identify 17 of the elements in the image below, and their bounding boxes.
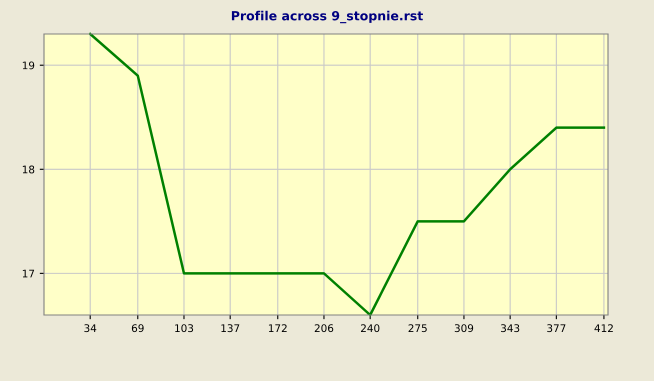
x-tick-label: 412 [594,324,613,332]
x-tick-label: 172 [268,324,287,332]
x-tick-label: 69 [132,324,144,332]
x-tick-label: 206 [314,324,334,332]
x-tick-label: 309 [454,324,474,332]
chart-title: Profile across 9_stopnie.rst [232,10,423,24]
x-tick-label: 103 [175,324,194,332]
x-tick-label: 275 [408,324,427,332]
x-tick-label: 137 [221,324,240,332]
y-tick-label: 17 [22,270,34,278]
y-tick-label: 19 [22,61,34,70]
x-tick-label: 34 [84,324,96,332]
x-tick-label: 377 [547,324,566,332]
y-tick-label: 18 [22,166,34,174]
x-tick-label: 240 [360,324,380,332]
x-tick-label: 343 [501,324,520,332]
line-series [88,32,606,316]
